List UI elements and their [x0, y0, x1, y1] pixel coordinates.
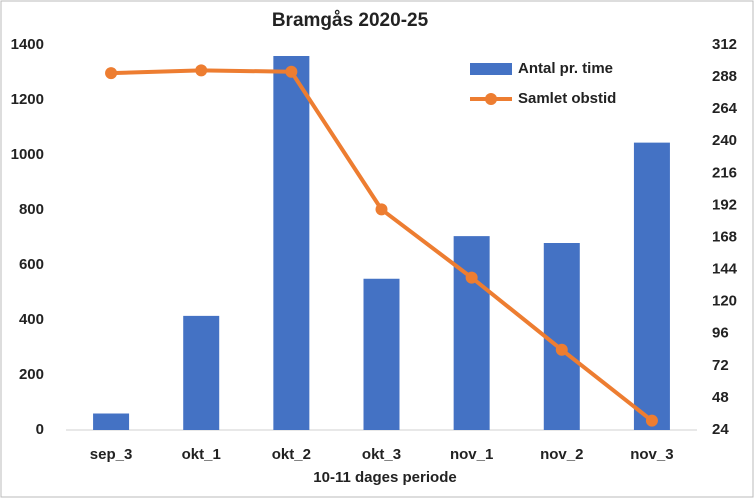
y2-tick-label: 264 — [712, 100, 738, 117]
line-marker — [105, 67, 118, 80]
legend-swatch — [485, 93, 497, 105]
y2-tick-label: 240 — [712, 132, 737, 149]
bar — [453, 236, 490, 430]
y2-tick-label: 288 — [712, 68, 737, 85]
chart-title: Bramgås 2020-25 — [272, 10, 429, 31]
y2-tick-label: 120 — [712, 293, 737, 310]
y-tick-label: 600 — [19, 256, 44, 273]
y-tick-label: 400 — [19, 311, 44, 328]
legend-label: Antal pr. time — [518, 60, 613, 77]
line-marker — [645, 414, 658, 427]
y-tick-label: 800 — [19, 201, 44, 218]
y-tick-label: 0 — [36, 421, 44, 438]
x-tick-label: okt_1 — [182, 446, 221, 463]
bar — [183, 315, 220, 430]
y2-tick-label: 72 — [712, 357, 729, 374]
y-tick-label: 1400 — [11, 36, 44, 53]
x-tick-label: okt_2 — [272, 446, 311, 463]
line-marker — [555, 343, 568, 356]
x-tick-label: okt_3 — [362, 446, 401, 463]
legend-label: Samlet obstid — [518, 90, 616, 107]
y2-tick-label: 24 — [712, 421, 729, 438]
line-marker — [285, 65, 298, 78]
y-tick-label: 200 — [19, 366, 44, 383]
bar — [633, 142, 670, 430]
bar — [273, 56, 310, 430]
x-tick-label: nov_2 — [540, 446, 583, 463]
bar — [543, 243, 580, 430]
y2-tick-label: 96 — [712, 325, 729, 342]
line-marker — [195, 64, 208, 77]
y2-tick-label: 192 — [712, 196, 737, 213]
line-marker — [465, 271, 478, 284]
x-tick-label: nov_1 — [450, 446, 493, 463]
line-marker — [375, 203, 388, 216]
y-tick-label: 1200 — [11, 91, 44, 108]
x-tick-label: nov_3 — [630, 446, 673, 463]
legend-swatch — [470, 63, 512, 75]
y2-tick-label: 48 — [712, 389, 729, 406]
y2-tick-label: 168 — [712, 228, 737, 245]
bar — [93, 413, 130, 430]
y-tick-label: 1000 — [11, 146, 44, 163]
y2-tick-label: 144 — [712, 261, 738, 278]
x-axis-label: 10-11 dages periode — [313, 469, 456, 486]
x-tick-label: sep_3 — [90, 446, 133, 463]
y2-tick-label: 216 — [712, 164, 737, 181]
bar — [363, 278, 400, 430]
y2-tick-label: 312 — [712, 36, 737, 53]
